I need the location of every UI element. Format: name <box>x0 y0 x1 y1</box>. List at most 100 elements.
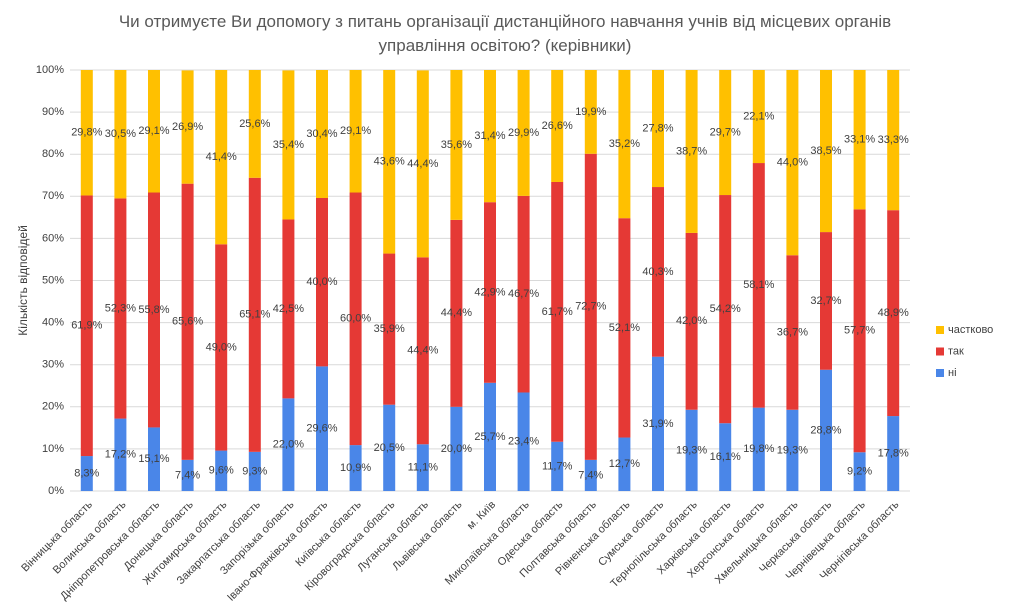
bar-segment <box>80 456 93 491</box>
value-label: 26,6% <box>542 120 573 132</box>
bar-segment <box>450 219 463 407</box>
value-label: 36,7% <box>777 326 808 338</box>
value-label: 7,4% <box>578 469 603 481</box>
value-label: 52,1% <box>609 322 640 334</box>
bar-segment <box>584 70 597 154</box>
bar-segment <box>383 404 396 491</box>
value-label: 44,4% <box>407 158 438 170</box>
value-label: 9,3% <box>242 465 267 477</box>
y-tick-label: 70% <box>42 190 64 202</box>
value-label: 22,0% <box>273 439 304 451</box>
y-tick-label: 100% <box>36 64 64 76</box>
bar-segment <box>786 409 799 491</box>
value-label: 41,4% <box>206 151 237 163</box>
value-label: 46,7% <box>508 288 539 300</box>
y-tick-label: 40% <box>42 317 64 329</box>
bar-segment <box>853 209 866 453</box>
bar-segment <box>584 153 597 460</box>
value-label: 10,9% <box>340 462 371 474</box>
value-label: 33,1% <box>844 134 875 146</box>
bar-segment <box>685 409 698 491</box>
bar-segment <box>80 70 93 196</box>
y-tick-label: 0% <box>48 485 64 497</box>
bar-segment <box>215 70 228 245</box>
y-tick-label: 10% <box>42 443 64 455</box>
value-label: 44,4% <box>441 307 472 319</box>
y-axis-label: Кількість відповідей <box>16 225 30 336</box>
value-label: 16,1% <box>710 451 741 463</box>
bar-segment <box>80 195 93 457</box>
bar-segment <box>853 452 866 491</box>
value-label: 60,0% <box>340 313 371 325</box>
bar-segment <box>215 244 228 451</box>
value-label: 52,3% <box>105 302 136 314</box>
bar-segment <box>416 257 429 445</box>
value-label: 35,4% <box>273 139 304 151</box>
value-label: 15,1% <box>138 453 169 465</box>
value-label: 7,4% <box>175 469 200 481</box>
value-label: 42,9% <box>474 286 505 298</box>
bar-segment <box>752 70 765 164</box>
value-label: 40,0% <box>306 276 337 288</box>
value-label: 20,5% <box>374 442 405 454</box>
bar-segment <box>618 437 631 491</box>
legend-label: ні <box>948 367 957 379</box>
bar-segment <box>148 192 160 428</box>
bar-segment <box>148 70 160 193</box>
bar-segment <box>282 219 295 399</box>
bar-segment <box>752 407 765 491</box>
value-label: 12,7% <box>609 458 640 470</box>
value-label: 26,9% <box>172 121 203 133</box>
bar-segment <box>248 70 261 178</box>
value-label: 38,5% <box>810 145 841 157</box>
y-tick-label: 90% <box>42 106 64 118</box>
value-label: 30,5% <box>105 128 136 140</box>
bar-segment <box>450 406 463 491</box>
y-tick-label: 20% <box>42 401 64 413</box>
value-label: 29,9% <box>508 127 539 139</box>
bar-segment <box>551 70 564 182</box>
value-label: 17,8% <box>878 447 909 459</box>
bar-segment <box>114 70 127 199</box>
value-label: 35,9% <box>374 323 405 335</box>
bar-segment <box>517 70 530 196</box>
value-label: 38,7% <box>676 145 707 157</box>
value-label: 19,8% <box>743 443 774 455</box>
value-label: 33,3% <box>878 134 909 146</box>
bar-segment <box>416 444 429 491</box>
bar-segment <box>248 451 261 491</box>
bar-segment <box>719 195 732 424</box>
y-tick-label: 30% <box>42 359 64 371</box>
bar-segment <box>584 459 597 491</box>
bar-segment <box>685 70 698 233</box>
value-label: 29,6% <box>306 423 337 435</box>
value-label: 19,3% <box>777 444 808 456</box>
legend-label: так <box>948 345 964 357</box>
value-label: 29,1% <box>138 125 169 137</box>
bar-segment <box>316 366 328 491</box>
value-label: 44,0% <box>777 157 808 169</box>
bar-segment <box>551 181 564 442</box>
bar-segment <box>114 418 127 491</box>
value-label: 19,3% <box>676 444 707 456</box>
value-label: 48,9% <box>878 307 909 319</box>
bar-segment <box>316 70 328 198</box>
bar-segment <box>349 70 362 193</box>
value-label: 35,2% <box>609 138 640 150</box>
bar-segment <box>349 445 362 491</box>
legend-label: частково <box>948 324 993 336</box>
value-label: 29,7% <box>710 126 741 138</box>
value-label: 30,4% <box>306 128 337 140</box>
value-label: 23,4% <box>508 436 539 448</box>
bar-segment <box>551 441 564 491</box>
value-label: 55,8% <box>138 304 169 316</box>
value-label: 44,4% <box>407 345 438 357</box>
y-tick-label: 50% <box>42 274 64 286</box>
y-tick-label: 80% <box>42 148 64 160</box>
value-label: 8,3% <box>74 467 99 479</box>
bar-segment <box>786 70 799 256</box>
value-label: 25,7% <box>474 431 505 443</box>
bar-segment <box>383 70 396 254</box>
